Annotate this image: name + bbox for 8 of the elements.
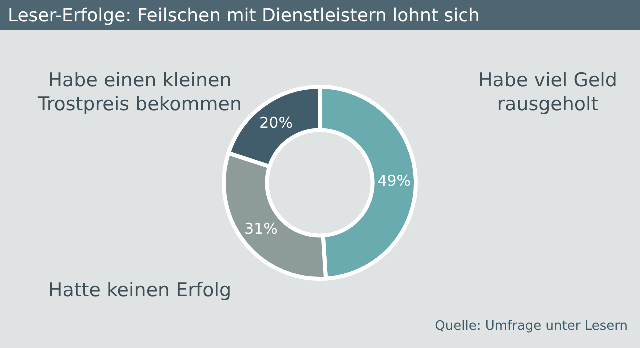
chart-title: Leser-Erfolge: Feilschen mit Dienstleistern lohnt sich [8,5,480,26]
slice-label: Hatte keinen Erfolg [48,280,232,302]
data-label: 20% [260,114,293,132]
data-label: 31% [244,220,278,238]
slice-label: Habe einen kleinen Trostpreis bekommen [37,70,242,116]
source-note: Quelle: Umfrage unter Lesern [435,319,628,334]
data-label: 49% [378,172,412,190]
slice-label: Habe viel Geld rausgeholt [478,70,618,116]
